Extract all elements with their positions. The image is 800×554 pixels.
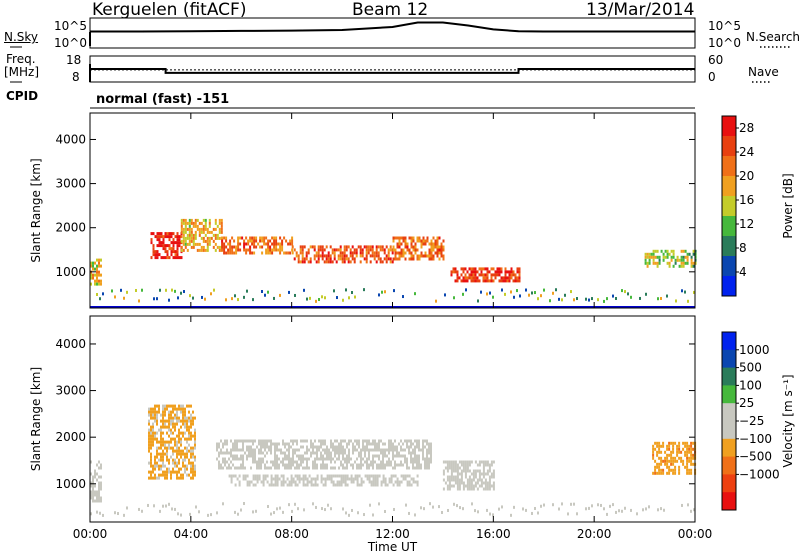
power-ytick-label-2: 3000 [55,177,86,191]
power-echo-region-4 [291,245,394,264]
velocity-echo-region-4 [442,460,495,491]
station-title: Kerguelen (fitACF) [92,0,247,20]
velocity-colorbar-swatch-7 [722,456,736,475]
time-axis-label-6: 00:00 [678,527,713,541]
power-ytick-label-0: 1000 [55,265,86,279]
power-colorbar-frame [721,115,737,297]
power-colorbar-swatch-6 [722,236,736,257]
power-echo-region-2 [180,218,223,252]
power-colorbar-label-4: 20 [739,169,754,183]
power-colorbar-swatch-5 [722,216,736,237]
power-colorbar-label-6: 28 [739,121,754,135]
velocity-colorbar-swatch-5 [722,421,736,440]
power-colorbar-label-1: 8 [739,241,747,255]
freq-tick-top: 18 [66,53,82,67]
velocity-colorbar-swatch-4 [722,403,736,422]
power-colorbar-swatch-0 [722,116,736,137]
power-colorbar-label-3: 16 [739,193,754,207]
power-colorbar-label-5: 24 [739,145,754,159]
velocity-colorbar-label-0: 1000 [739,343,770,357]
nsearch-tick-top: 10^5 [708,19,741,33]
nsky-series-line [90,21,695,33]
velocity-echo-region-5 [652,441,697,475]
velocity-colorbar-swatch-0 [722,332,736,351]
power-colorbar-label-0: 4 [739,265,747,279]
freq-tick-bottom: 8 [72,70,80,84]
nave-tick-top: 60 [708,53,724,67]
velocity-colorbar-label-5: −100 [739,432,772,446]
nave-tick-bottom: 0 [708,70,716,84]
time-axis-label-0: 00:00 [73,527,108,541]
time-axis-label-3: 12:00 [375,527,410,541]
cpid-value: normal (fast) -151 [96,92,230,107]
velocity-echo-region-1 [148,404,196,480]
power-colorbar-swatch-1 [722,136,736,157]
velocity-echo-region-2 [216,439,432,470]
power-echo-region-1 [150,232,183,260]
freq-label-line2: [MHz] [4,65,40,79]
power-echo-region-0 [90,258,102,286]
freq-label-line1: Freq. [6,52,36,66]
power-colorbar-swatch-7 [722,256,736,277]
power-echo-region-7 [644,249,697,268]
velocity-colorbar-label-6: −500 [739,450,772,464]
power-colorbar-swatch-3 [722,176,736,197]
velocity-colorbar-title: Velocity [m s⁻¹] [781,374,795,467]
power-echo-region-3 [221,236,294,255]
velocity-echo-region-0 [90,460,102,503]
power-colorbar-swatch-2 [722,156,736,177]
freq-series-line [90,68,695,74]
nsky-panel-frame [89,17,696,49]
time-axis-label-4: 16:00 [476,527,511,541]
time-axis-label-1: 04:00 [174,527,209,541]
velocity-ytick-label-3: 4000 [55,337,86,351]
velocity-near-range-speckle [90,502,695,517]
power-colorbar-title: Power [dB] [781,173,795,238]
velocity-ylabel: Slant Range [km] [29,367,43,471]
power-echo-layer [90,218,697,303]
power-colorbar-swatch-8 [722,276,736,297]
cpid-label: CPID [6,89,39,103]
velocity-ytick-label-1: 2000 [55,430,86,444]
nsky-label: N.Sky [4,30,39,44]
beam-title: Beam 12 [352,0,429,20]
velocity-colorbar-label-4: −25 [739,414,764,428]
nsky-tick-top: 10^5 [54,19,87,33]
power-echo-region-6 [450,267,521,283]
power-near-range-speckle [96,288,695,303]
nsearch-label: N.Search [746,30,800,44]
nsky-tick-bottom: 10^0 [54,36,87,50]
velocity-colorbar-swatch-6 [722,438,736,458]
time-axis-label-2: 08:00 [274,527,309,541]
velocity-colorbar-swatch-3 [722,385,736,404]
power-echo-region-5 [392,236,445,261]
power-colorbar-label-2: 12 [739,217,754,231]
power-ylabel: Slant Range [km] [29,158,43,262]
power-colorbar-swatch-4 [722,196,736,217]
velocity-echo-region-3 [228,474,419,487]
velocity-colorbar-label-1: 500 [739,361,762,375]
nsearch-tick-bottom: 10^0 [708,36,741,50]
velocity-colorbar-label-2: 100 [739,378,762,392]
velocity-echo-layer [90,404,697,517]
time-axis-label-5: 20:00 [577,527,612,541]
power-ytick-label-1: 2000 [55,221,86,235]
velocity-colorbar-label-7: −1000 [739,467,780,481]
velocity-ytick-label-0: 1000 [55,477,86,491]
nave-label: Nave [748,65,779,79]
velocity-colorbar-swatch-9 [722,492,736,511]
velocity-colorbar-swatch-2 [722,367,736,386]
time-axis-title: Time UT [367,540,418,554]
velocity-colorbar-swatch-8 [722,474,736,493]
power-ytick-label-3: 4000 [55,132,86,146]
date-title: 13/Mar/2014 [586,0,695,20]
velocity-colorbar-label-3: 25 [739,396,754,410]
velocity-ytick-label-2: 3000 [55,384,86,398]
power-panel-bg [90,113,695,308]
velocity-panel-bg [90,316,695,522]
velocity-colorbar-swatch-1 [722,349,736,369]
